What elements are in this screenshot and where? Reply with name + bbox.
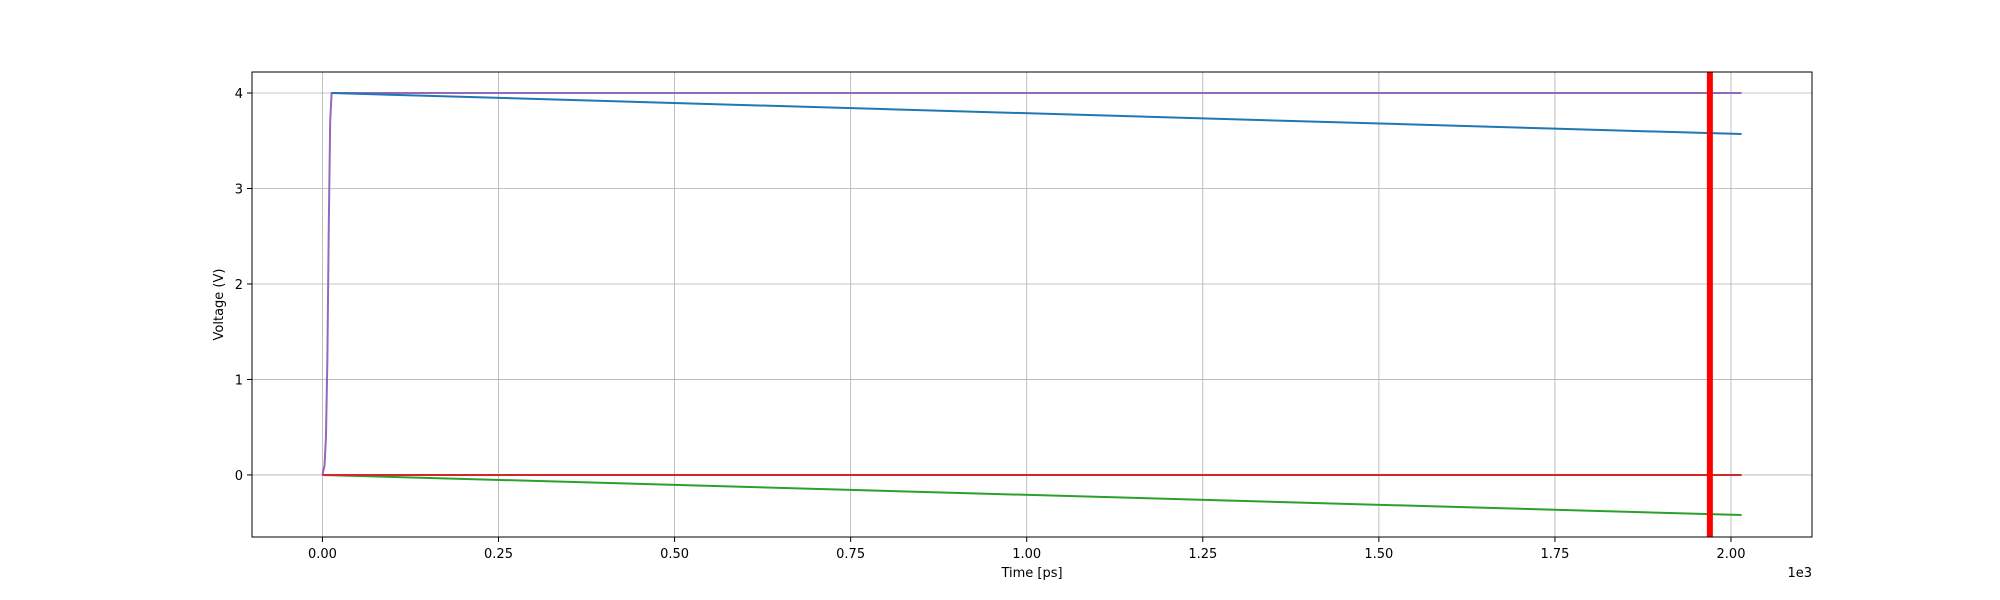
y-tick-label: 0 [235,469,243,484]
x-axis-scale-note: 1e3 [1787,566,1812,581]
x-tick-label: 0.50 [660,547,689,562]
y-tick-label: 2 [235,278,243,293]
grid [252,72,1812,537]
plot-frame [251,71,1813,538]
x-axis-label: Time [ps] [1000,566,1062,581]
series-line-2 [331,92,1742,136]
x-tick-label: 2.00 [1717,547,1746,562]
y-tick-label: 3 [235,182,243,197]
series-layer [321,92,1742,517]
x-tick-label: 1.50 [1364,547,1393,562]
y-axis-label: Voltage (V) [212,269,227,341]
series-line-3 [322,473,1742,517]
tick-layer: 0.00 0.25 0.50 0.75 1.00 1.25 1.50 1.75 2.00 0 1 2 3… [235,87,1746,562]
x-tick-label: 0.00 [308,547,337,562]
x-tick-label: 1.00 [1012,547,1041,562]
y-tick-label: 4 [235,87,243,102]
series-line-1 [321,92,1742,476]
x-tick-label: 1.25 [1188,547,1217,562]
y-tick-label: 1 [235,373,243,388]
x-tick-label: 0.25 [484,547,513,562]
x-tick-label: 1.75 [1540,547,1569,562]
x-tick-label: 0.75 [836,547,865,562]
